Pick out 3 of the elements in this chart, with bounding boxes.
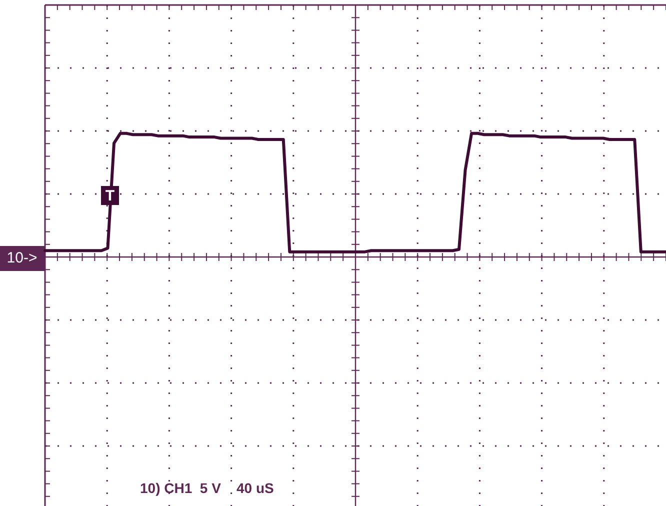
text: 10->: [6, 250, 38, 266]
text: 10) CH1 5 V 40 uS: [140, 480, 274, 496]
annotation: T: [105, 188, 115, 204]
